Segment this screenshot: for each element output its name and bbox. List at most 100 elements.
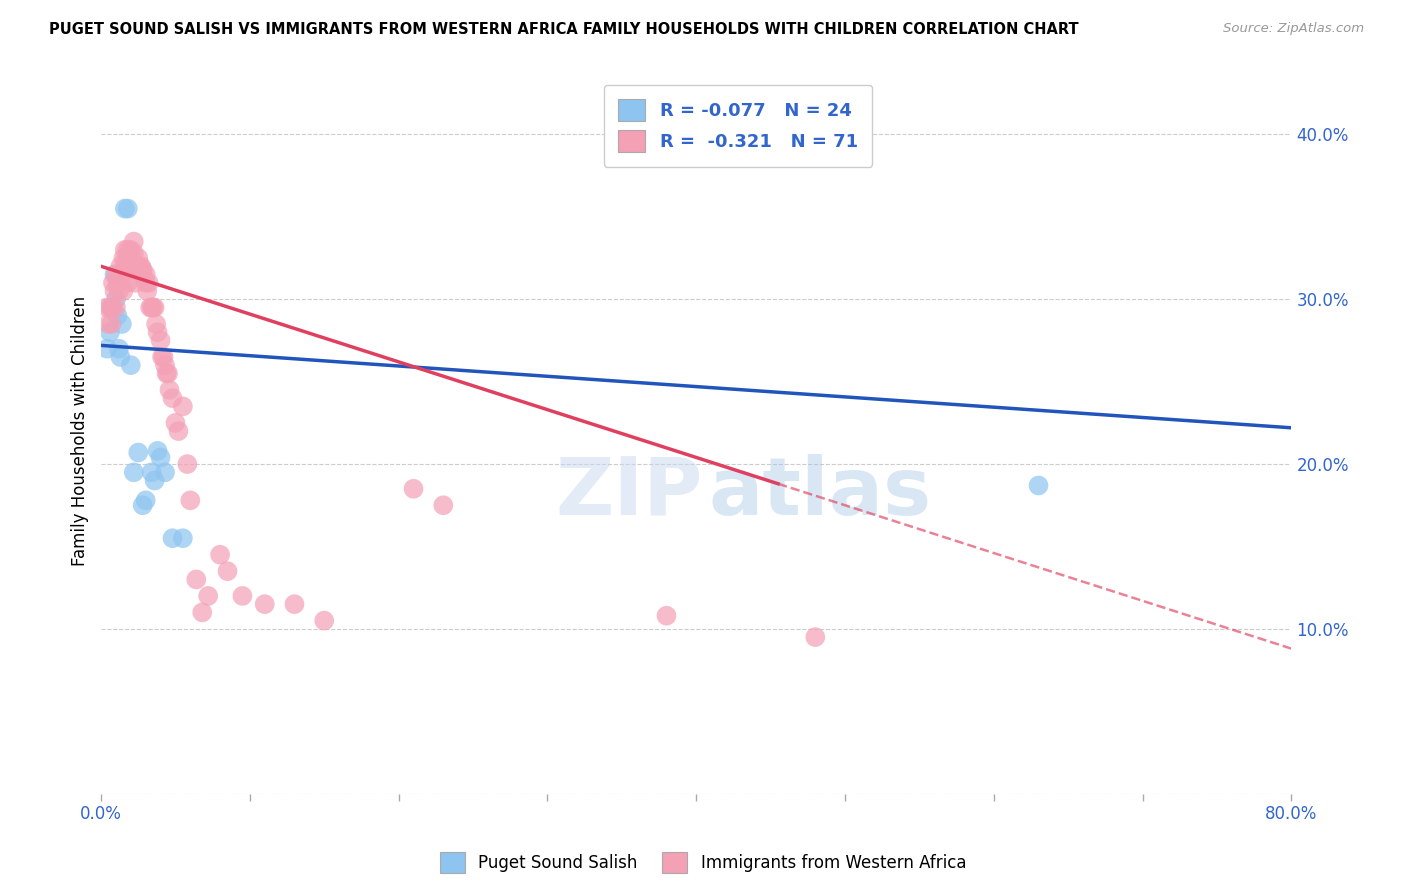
Point (112, 251, 135, 265)
Point (117, 276, 139, 290)
Legend: Puget Sound Salish, Immigrants from Western Africa: Puget Sound Salish, Immigrants from West… (433, 846, 973, 880)
Point (162, 531, 184, 545)
Point (125, 260, 148, 274)
Point (231, 589, 253, 603)
Point (122, 235, 145, 249)
Point (103, 284, 125, 298)
Point (283, 597, 305, 611)
Point (97, 317, 120, 331)
Point (186, 573, 208, 587)
Point (110, 350, 132, 364)
Point (138, 276, 160, 290)
Point (104, 268, 127, 282)
Point (402, 482, 425, 496)
Point (159, 383, 181, 397)
Point (153, 465, 176, 479)
Point (150, 350, 173, 364)
Point (104, 301, 127, 315)
Point (136, 284, 159, 298)
Text: atlas: atlas (709, 454, 931, 532)
Text: PUGET SOUND SALISH VS IMMIGRANTS FROM WESTERN AFRICA FAMILY HOUSEHOLDS WITH CHIL: PUGET SOUND SALISH VS IMMIGRANTS FROM WE… (49, 22, 1078, 37)
Point (655, 608, 678, 623)
Point (143, 474, 166, 488)
Point (165, 416, 187, 430)
Point (120, 260, 142, 274)
Point (253, 597, 276, 611)
Point (1028, 478, 1050, 492)
Point (107, 309, 129, 323)
Point (217, 564, 239, 578)
Point (135, 493, 157, 508)
Point (96, 342, 118, 356)
Point (141, 301, 163, 315)
Point (110, 260, 132, 274)
Point (155, 367, 177, 381)
Point (132, 268, 155, 282)
Point (111, 317, 134, 331)
Point (112, 284, 135, 298)
Point (432, 498, 454, 512)
Point (100, 317, 122, 331)
Point (108, 284, 131, 298)
Point (191, 606, 214, 620)
Point (100, 301, 122, 315)
Point (167, 424, 190, 438)
Point (96, 301, 118, 315)
Point (146, 443, 169, 458)
Point (179, 493, 201, 508)
Point (172, 400, 194, 414)
Point (314, 614, 336, 628)
Point (120, 243, 142, 257)
Point (162, 391, 184, 405)
Point (118, 251, 141, 265)
Point (114, 243, 136, 257)
Point (146, 325, 169, 339)
Text: Source: ZipAtlas.com: Source: ZipAtlas.com (1223, 22, 1364, 36)
Point (114, 260, 136, 274)
Point (132, 498, 155, 512)
Point (176, 457, 198, 471)
Point (128, 260, 150, 274)
Point (111, 268, 134, 282)
Point (127, 445, 149, 459)
Point (124, 276, 146, 290)
Point (143, 301, 166, 315)
Point (121, 260, 143, 274)
Point (114, 202, 136, 216)
Point (122, 465, 145, 479)
Point (145, 317, 167, 331)
Point (103, 268, 125, 282)
Point (135, 268, 157, 282)
Point (101, 301, 124, 315)
Point (108, 342, 131, 356)
Point (117, 243, 139, 257)
Point (209, 548, 232, 562)
Point (197, 589, 219, 603)
Point (104, 292, 127, 306)
Text: ZIP: ZIP (555, 454, 702, 532)
Point (172, 531, 194, 545)
Point (110, 276, 132, 290)
Point (149, 334, 172, 348)
Point (108, 268, 131, 282)
Point (122, 246, 145, 260)
Point (115, 251, 138, 265)
Point (139, 301, 162, 315)
Point (98, 325, 121, 339)
Y-axis label: Family Households with Children: Family Households with Children (72, 296, 89, 566)
Point (141, 465, 163, 479)
Legend: R = -0.077   N = 24, R =  -0.321   N = 71: R = -0.077 N = 24, R = -0.321 N = 71 (603, 85, 872, 167)
Point (804, 630, 827, 644)
Point (149, 450, 172, 465)
Point (98, 301, 121, 315)
Point (127, 251, 149, 265)
Point (120, 358, 142, 372)
Point (107, 276, 129, 290)
Point (101, 276, 124, 290)
Point (142, 301, 165, 315)
Point (156, 367, 179, 381)
Point (152, 350, 174, 364)
Point (153, 358, 176, 372)
Point (117, 202, 139, 216)
Point (129, 260, 152, 274)
